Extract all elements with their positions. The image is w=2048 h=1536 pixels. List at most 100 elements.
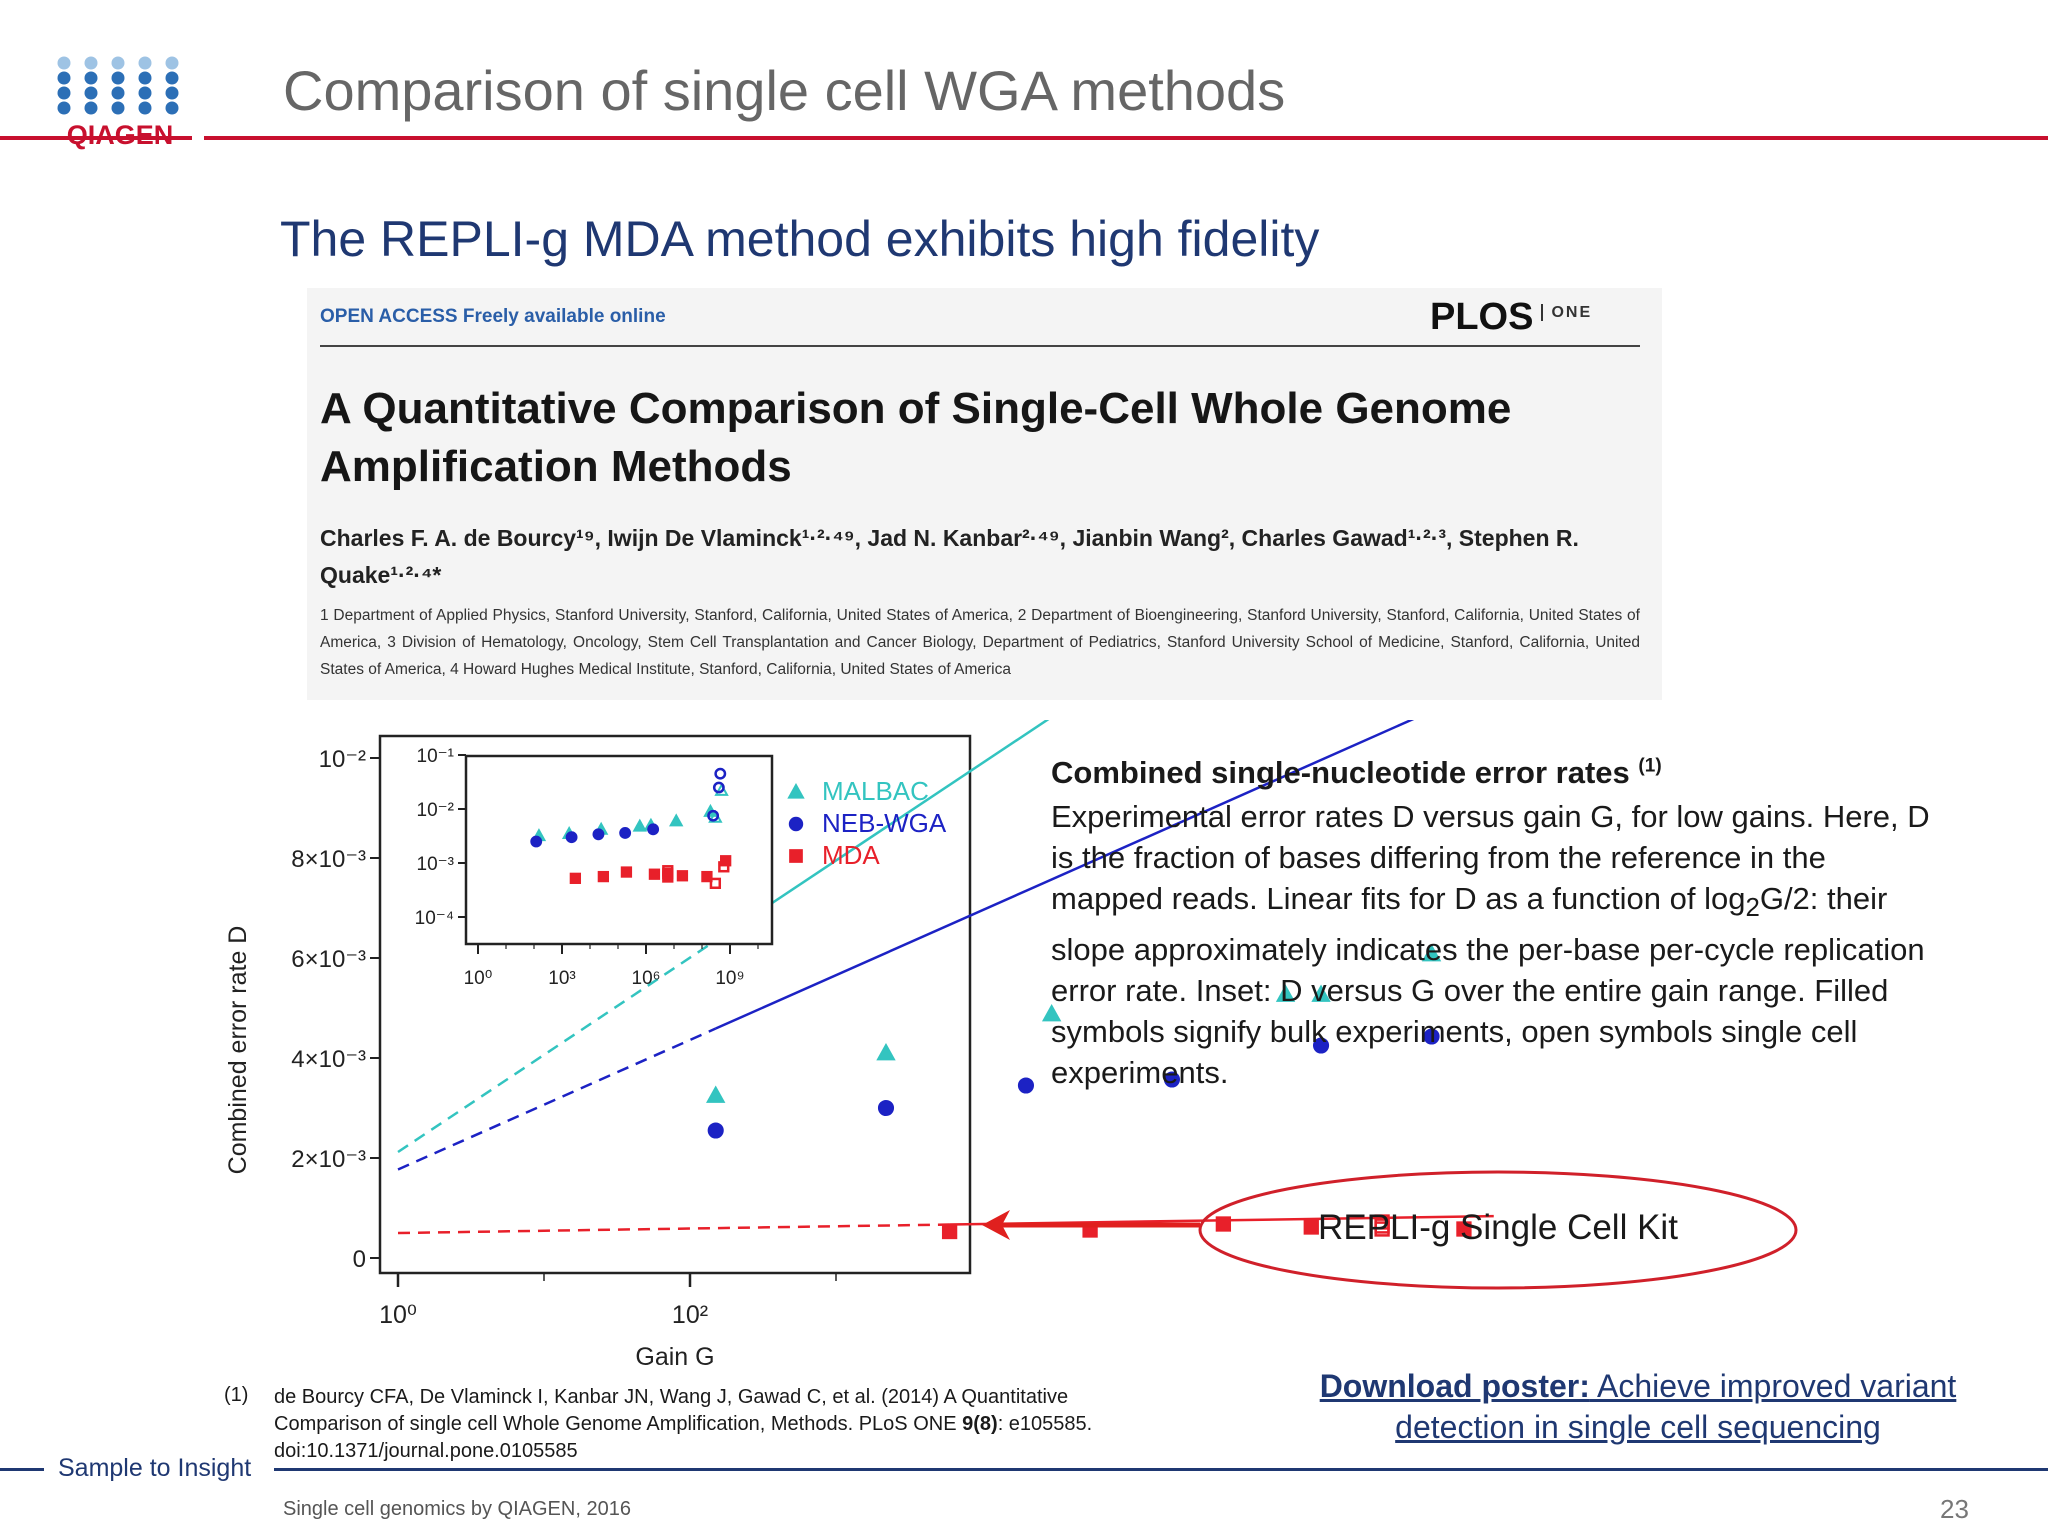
paper-header-rule — [320, 345, 1640, 347]
logo-dot — [138, 56, 152, 70]
callout-arrow-head — [982, 1210, 1010, 1240]
logo-dot — [111, 71, 125, 85]
fit-extrapolation — [397, 939, 717, 1154]
legend-marker — [788, 816, 804, 832]
description-heading-text: Combined single-nucleotide error rates — [1051, 755, 1630, 790]
logo-dot — [57, 101, 71, 115]
data-point — [1215, 1216, 1232, 1232]
logo-dot — [57, 71, 71, 85]
reference-text: de Bourcy CFA, De Vlaminck I, Kanbar JN,… — [274, 1384, 1154, 1465]
logo-dot — [165, 71, 179, 85]
inset-open-point — [714, 782, 729, 796]
data-point — [1163, 1071, 1181, 1088]
paper-authors: Charles F. A. de Bourcy¹⁹, Iwijn De Vlam… — [320, 525, 1579, 588]
data-point — [1275, 984, 1296, 1002]
inset-data-point — [647, 823, 660, 836]
data-point — [941, 1223, 958, 1240]
fit-extrapolation — [397, 1027, 717, 1171]
inset-open-point — [714, 767, 727, 780]
data-point — [1041, 1003, 1062, 1022]
slide-subtitle: The REPLI-g MDA method exhibits high fid… — [280, 211, 1320, 267]
data-point — [877, 1099, 895, 1117]
download-poster-link[interactable]: Download poster: Achieve improved varian… — [1258, 1366, 2018, 1448]
reference-text-2: : e105585. doi:10.1371/journal.pone.0105… — [274, 1413, 1093, 1462]
inset-data-point — [565, 831, 578, 844]
legend-marker — [787, 782, 805, 799]
reference-volume: 9(8) — [962, 1413, 998, 1435]
y-tick-label: 10⁻² — [319, 746, 366, 773]
footer-tagline: Sample to Insight — [58, 1454, 252, 1482]
fit-line — [715, 720, 1050, 942]
reference-number: (1) — [224, 1384, 249, 1406]
header-rule — [0, 136, 2048, 140]
legend-label: MALBAC — [822, 776, 929, 806]
legend-marker — [789, 849, 803, 863]
logo-dot — [165, 56, 179, 70]
description-ref: (1) — [1638, 755, 1662, 777]
y-tick-label: 2×10⁻³ — [291, 1146, 366, 1173]
y-tick-label: 8×10⁻³ — [291, 846, 366, 873]
inset-data-point — [530, 835, 543, 848]
data-point — [876, 1042, 896, 1061]
data-point — [1303, 1219, 1319, 1235]
description-text-1: Experimental error rates D versus gain G… — [1051, 799, 1930, 916]
inset-data-point — [720, 855, 732, 867]
logo-dot — [57, 86, 71, 100]
legend-label: MDA — [822, 840, 880, 870]
data-point — [1311, 984, 1331, 1002]
y-tick-label: 4×10⁻³ — [291, 1046, 366, 1073]
fit-extrapolation — [397, 1223, 950, 1235]
inset-data-point — [669, 813, 684, 827]
data-point — [707, 1122, 724, 1139]
inset-x-tick-label: 10⁰ — [464, 968, 493, 989]
plos-logo: PLOS ONE — [1430, 296, 1593, 339]
download-link-text[interactable]: Achieve improved variant detection in si… — [1395, 1368, 1957, 1445]
logo-dot — [57, 56, 71, 70]
inset-x-tick-label: 10⁶ — [632, 968, 661, 989]
footer-rule — [0, 1468, 2048, 1471]
y-axis-label: Combined error rate D — [224, 926, 252, 1175]
logo-dot — [165, 86, 179, 100]
x-axis-label: Gain G — [635, 1343, 714, 1371]
description-body: Experimental error rates D versus gain G… — [1051, 796, 1931, 1093]
inset-data-point — [632, 818, 647, 832]
logo-dot — [138, 71, 152, 85]
slide-title: Comparison of single cell WGA methods — [283, 59, 1286, 122]
paper-title: A Quantitative Comparison of Single-Cell… — [320, 384, 1512, 491]
description-heading: Combined single-nucleotide error rates (… — [1051, 755, 1662, 791]
inset-open-point — [712, 781, 725, 794]
callout-ellipse — [1198, 1170, 1798, 1290]
data-point — [1421, 943, 1442, 962]
inset-y-tick-label: 10⁻¹ — [417, 746, 455, 767]
logo-dot — [138, 101, 152, 115]
logo-dot — [165, 101, 179, 115]
qiagen-logo: QIAGEN — [57, 56, 179, 150]
inset-data-point — [662, 867, 674, 880]
y-tick-label: 0 — [353, 1246, 366, 1273]
logo-wordmark: QIAGEN — [67, 120, 174, 150]
error-rate-chart: 0 2×10⁻³ 4×10⁻³ 6×10⁻³ 8×10⁻³ 10⁻² 10⁰ 10² Comb… — [224, 720, 1798, 1371]
y-tick-label: 6×10⁻³ — [291, 946, 366, 973]
inset-data-point — [676, 870, 689, 882]
logo-dot — [84, 71, 98, 85]
inset-data-point — [597, 870, 610, 883]
reference-text-1: de Bourcy CFA, De Vlaminck I, Kanbar JN,… — [274, 1386, 1069, 1435]
logo-dot — [84, 56, 98, 70]
description-text-2: G/2: their slope approximately indicates… — [1051, 881, 1925, 1091]
data-point — [1017, 1077, 1035, 1094]
inset-open-point — [718, 861, 730, 873]
callout-label: REPLI-g Single Cell Kit — [1318, 1208, 1678, 1247]
footer-rule-gap — [44, 1460, 274, 1480]
footer-note: Single cell genomics by QIAGEN, 2016 — [283, 1498, 631, 1520]
fit-line — [715, 720, 1415, 1030]
page-number: 23 — [1940, 1494, 1969, 1524]
inset-data-point — [701, 870, 713, 883]
inset-open-point — [662, 865, 674, 877]
inset-y-tick-label: 10⁻² — [417, 800, 455, 821]
logo-dot — [84, 101, 98, 115]
x-tick-label: 10⁰ — [379, 1301, 417, 1329]
download-bold[interactable]: Download poster: — [1319, 1368, 1590, 1404]
data-point — [1312, 1037, 1330, 1054]
x-tick-label: 10² — [672, 1301, 708, 1329]
header-rule-gap — [192, 128, 204, 148]
